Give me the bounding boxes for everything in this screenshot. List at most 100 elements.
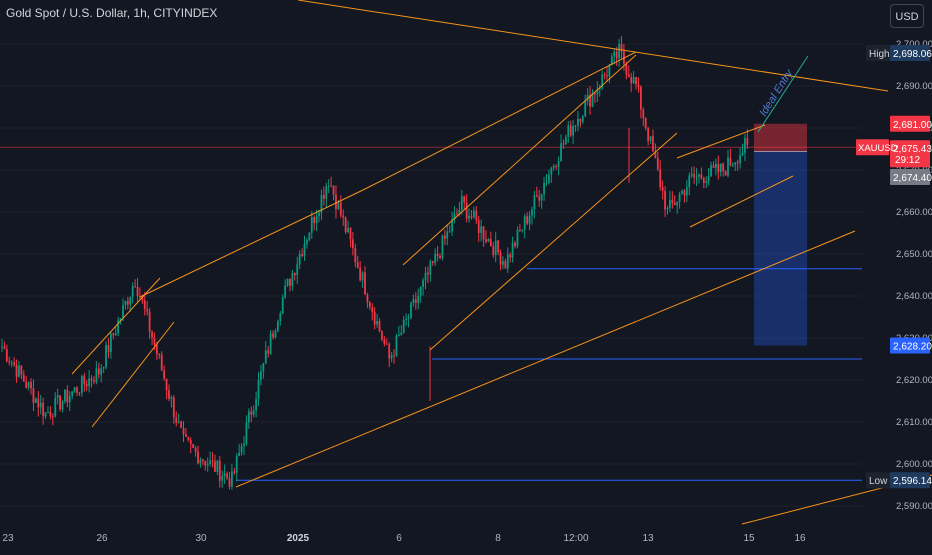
candle-body: [610, 56, 613, 66]
candle-body: [226, 473, 228, 479]
candle-body: [18, 365, 20, 377]
candle-body: [511, 242, 514, 258]
candle-body: [746, 138, 749, 145]
trend-line[interactable]: [362, 51, 637, 191]
candle-body: [61, 401, 64, 410]
candle-body: [584, 101, 587, 117]
candle-body: [531, 209, 533, 216]
candle-body: [540, 194, 543, 201]
candle-body: [243, 443, 245, 447]
candle-body: [601, 74, 604, 88]
y-axis-tick-label: 2,640.00: [896, 291, 932, 302]
candle-body: [126, 300, 129, 305]
candle-body: [30, 382, 32, 389]
currency-button[interactable]: USD: [890, 4, 924, 28]
take-profit-zone[interactable]: [754, 151, 807, 346]
candle-body: [148, 311, 151, 332]
candle-body: [698, 174, 700, 177]
candle-body: [231, 471, 233, 487]
candle-body: [538, 196, 541, 201]
candle-body: [330, 185, 333, 187]
candle-body: [199, 459, 202, 464]
candle-body: [388, 344, 391, 359]
candle-body: [228, 478, 231, 487]
candle-body: [715, 163, 717, 168]
candle-body: [410, 302, 412, 318]
candle-body: [589, 94, 591, 107]
candle-body: [158, 354, 161, 356]
candle-body: [342, 215, 345, 218]
candle-body: [552, 166, 555, 168]
candle-body: [739, 155, 741, 164]
candle-body: [107, 345, 110, 352]
candle-body: [114, 333, 117, 336]
candle-body: [579, 118, 582, 122]
trend-line[interactable]: [139, 189, 364, 298]
candle-body: [676, 201, 679, 206]
candle-body: [34, 398, 37, 403]
candle-body: [710, 165, 712, 177]
candle-body: [247, 411, 250, 423]
candle-body: [37, 398, 40, 408]
candle-body: [279, 313, 282, 322]
candle-body: [506, 254, 509, 269]
candle-body: [327, 185, 330, 187]
candle-body: [85, 384, 88, 387]
candle-body: [397, 334, 400, 336]
candle-body: [744, 138, 746, 153]
trend-line[interactable]: [71, 277, 161, 375]
y-axis-tick-label: 2,620.00: [896, 375, 932, 386]
candle-body: [608, 65, 611, 77]
trend-line[interactable]: [676, 124, 766, 159]
candle-body: [439, 256, 441, 258]
low-tag-label-box: [866, 472, 890, 489]
candle-body: [693, 173, 696, 178]
candle-body: [20, 365, 23, 375]
candle-body: [310, 217, 313, 233]
candle-body: [514, 242, 516, 247]
candle-body: [8, 361, 11, 363]
candle-body: [267, 350, 270, 354]
candle-body: [136, 286, 139, 296]
candle-body: [572, 126, 575, 136]
stop-loss-zone[interactable]: [754, 123, 807, 152]
candle-body: [51, 415, 54, 417]
candle-body: [368, 302, 371, 308]
candle-body: [441, 235, 444, 258]
candle-body: [76, 387, 78, 393]
candle-body: [3, 346, 6, 349]
candle-body: [652, 136, 654, 152]
candle-body: [422, 280, 424, 288]
candle-body: [151, 331, 153, 338]
trend-line[interactable]: [297, 0, 889, 92]
candle-body: [603, 74, 606, 76]
candle-body: [165, 378, 168, 391]
candle-body: [83, 375, 86, 385]
candle-body: [414, 299, 417, 303]
trend-line[interactable]: [91, 321, 175, 428]
candle-body: [712, 165, 715, 168]
candle-body: [502, 261, 504, 265]
trend-line[interactable]: [402, 54, 637, 266]
trend-line[interactable]: [235, 230, 856, 488]
candle-body: [560, 143, 562, 162]
candle-body: [724, 171, 727, 176]
candle-body: [201, 459, 204, 461]
candle-body: [117, 320, 120, 334]
candle-body: [274, 330, 277, 338]
x-axis-tick-label: 23: [2, 533, 14, 544]
trend-line[interactable]: [429, 132, 678, 351]
candle-body: [289, 279, 291, 286]
candle-body: [15, 364, 18, 377]
candle-body: [71, 391, 74, 397]
trend-line[interactable]: [689, 175, 794, 228]
candle-body: [356, 262, 359, 268]
candle-body: [95, 368, 98, 382]
candle-body: [296, 264, 299, 276]
candle-body: [482, 226, 485, 240]
candle-body: [574, 125, 577, 127]
y-axis-tick-label: 2,650.00: [896, 249, 932, 260]
candle-body: [315, 216, 318, 224]
candle-body: [533, 195, 536, 210]
